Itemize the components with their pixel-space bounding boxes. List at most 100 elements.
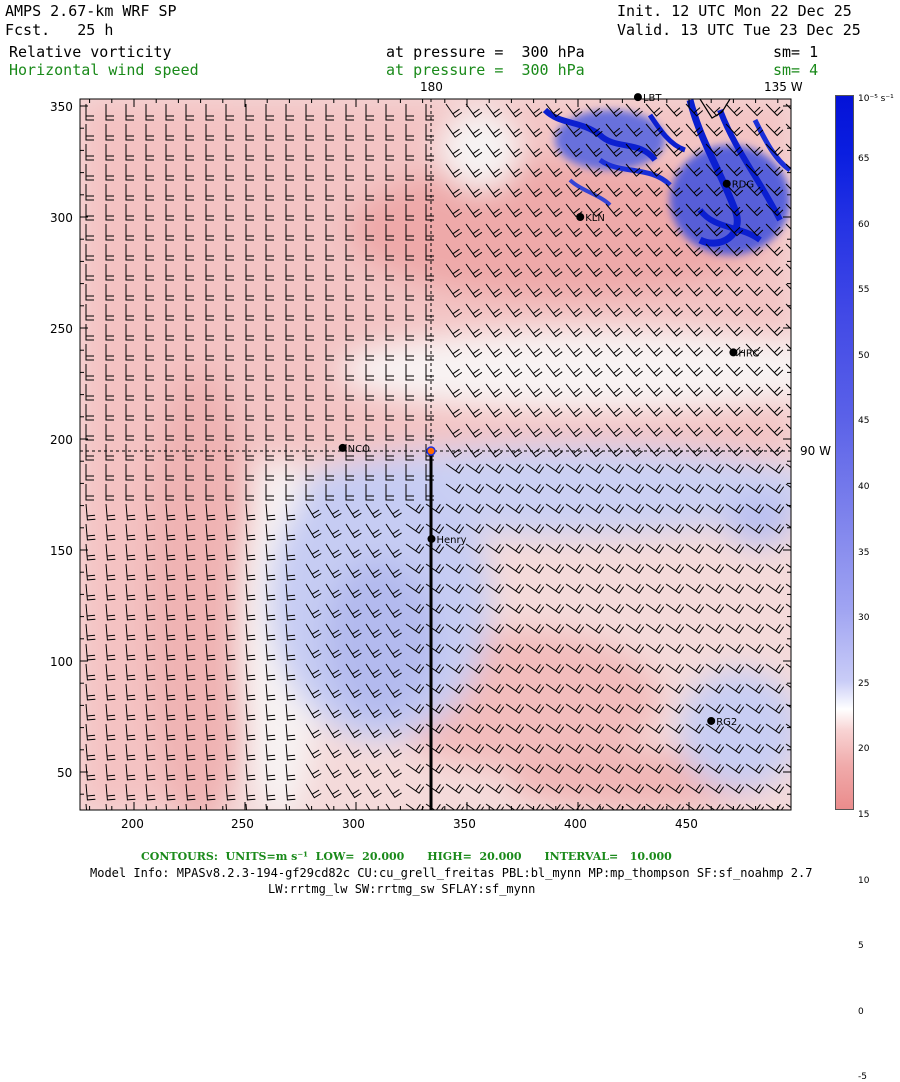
wind-barb — [305, 344, 314, 361]
wind-barb — [785, 403, 791, 410]
wind-barb — [265, 424, 274, 441]
wind-barb — [145, 603, 156, 621]
wind-barb — [605, 783, 625, 794]
wind-barb — [365, 184, 374, 201]
wind-barb — [725, 203, 744, 217]
wind-barb — [225, 464, 234, 481]
station-label-henry: Henry — [436, 535, 466, 546]
wind-barb — [665, 683, 685, 694]
wind-barb — [485, 403, 503, 418]
wind-barb — [625, 703, 645, 714]
wind-barb — [265, 164, 274, 181]
wind-barb — [565, 543, 585, 554]
wind-barb — [305, 264, 314, 281]
wind-barb — [545, 763, 565, 774]
wind-barb — [785, 623, 791, 629]
vorticity-wind-map[interactable]: NCO Henry KLN RDG HRC RG2 LBT — [0, 0, 900, 900]
wind-barb — [765, 703, 785, 714]
wind-barb — [525, 263, 543, 278]
wind-barb — [305, 144, 314, 161]
wind-barb — [705, 643, 725, 654]
wind-barb — [745, 123, 764, 137]
wind-barb — [445, 203, 463, 218]
wind-barb — [685, 263, 704, 277]
wind-barb — [345, 124, 354, 141]
wind-barb — [645, 623, 665, 634]
wind-barb — [645, 303, 663, 317]
wind-barb — [525, 223, 543, 238]
wind-barb — [745, 623, 765, 634]
wind-barb — [285, 743, 296, 761]
station-label-rg2: RG2 — [716, 717, 737, 728]
wind-barb — [185, 244, 194, 261]
wind-barb — [625, 363, 643, 377]
wind-barb — [605, 283, 623, 298]
y-tick-100: 100 — [50, 655, 73, 669]
wind-barb — [745, 183, 764, 197]
wind-barb — [765, 243, 784, 257]
wind-barb — [365, 484, 374, 501]
wind-barb — [565, 623, 585, 634]
wind-barb — [365, 464, 374, 481]
wind-barb — [365, 204, 374, 221]
wind-barb — [125, 244, 134, 261]
wind-barb — [245, 484, 254, 501]
wind-barb — [345, 583, 362, 599]
wind-barb — [225, 204, 234, 221]
wind-barb — [185, 404, 194, 421]
wind-barb — [345, 683, 362, 699]
wind-barb — [785, 583, 791, 589]
wind-barb — [245, 324, 254, 341]
wind-barb — [225, 583, 236, 601]
wind-barb — [665, 723, 685, 734]
wind-barb — [405, 763, 425, 774]
wind-barb — [325, 623, 342, 639]
wind-barb — [565, 223, 583, 238]
wind-barb — [85, 284, 94, 301]
wind-barb — [345, 344, 354, 361]
wind-barb — [665, 703, 685, 714]
wind-barb — [385, 224, 394, 241]
wind-barb — [125, 424, 134, 441]
wind-barb — [765, 203, 784, 217]
wind-barb — [465, 283, 483, 298]
wind-barb — [385, 404, 394, 421]
wind-barb — [385, 523, 402, 538]
colorbar — [835, 95, 854, 810]
wind-barb — [605, 643, 625, 654]
wind-barb — [685, 123, 704, 137]
wind-barb — [685, 363, 704, 377]
wind-barb — [465, 563, 485, 574]
wind-barb — [505, 223, 523, 238]
wind-barb — [685, 103, 704, 117]
wind-barb — [285, 583, 296, 601]
wind-barb — [345, 284, 354, 301]
wind-barb — [585, 403, 603, 418]
wind-barb — [245, 723, 256, 741]
wind-barb — [265, 384, 274, 401]
wind-barb — [405, 424, 414, 441]
wind-barb — [285, 144, 294, 161]
wind-barb — [245, 583, 256, 601]
wind-barb — [245, 124, 254, 141]
wind-barb — [665, 763, 685, 774]
wind-barb — [125, 543, 136, 561]
wind-barb — [265, 503, 276, 521]
wind-barb — [205, 623, 216, 641]
wind-barb — [505, 683, 525, 694]
wind-barb — [305, 563, 322, 579]
wind-barb — [605, 163, 623, 178]
wind-barb — [485, 383, 503, 398]
wind-barb — [85, 803, 88, 810]
wind-barb — [105, 304, 114, 321]
wind-barb — [665, 543, 685, 554]
wind-barb — [565, 263, 583, 278]
wind-barb — [765, 743, 785, 754]
wind-barb — [725, 423, 744, 437]
wind-barb — [245, 224, 254, 241]
wind-barb — [565, 143, 583, 158]
wind-barb — [785, 223, 791, 230]
wind-barb — [325, 563, 342, 579]
x-tick-450: 450 — [675, 817, 698, 831]
wind-barb — [145, 563, 156, 581]
